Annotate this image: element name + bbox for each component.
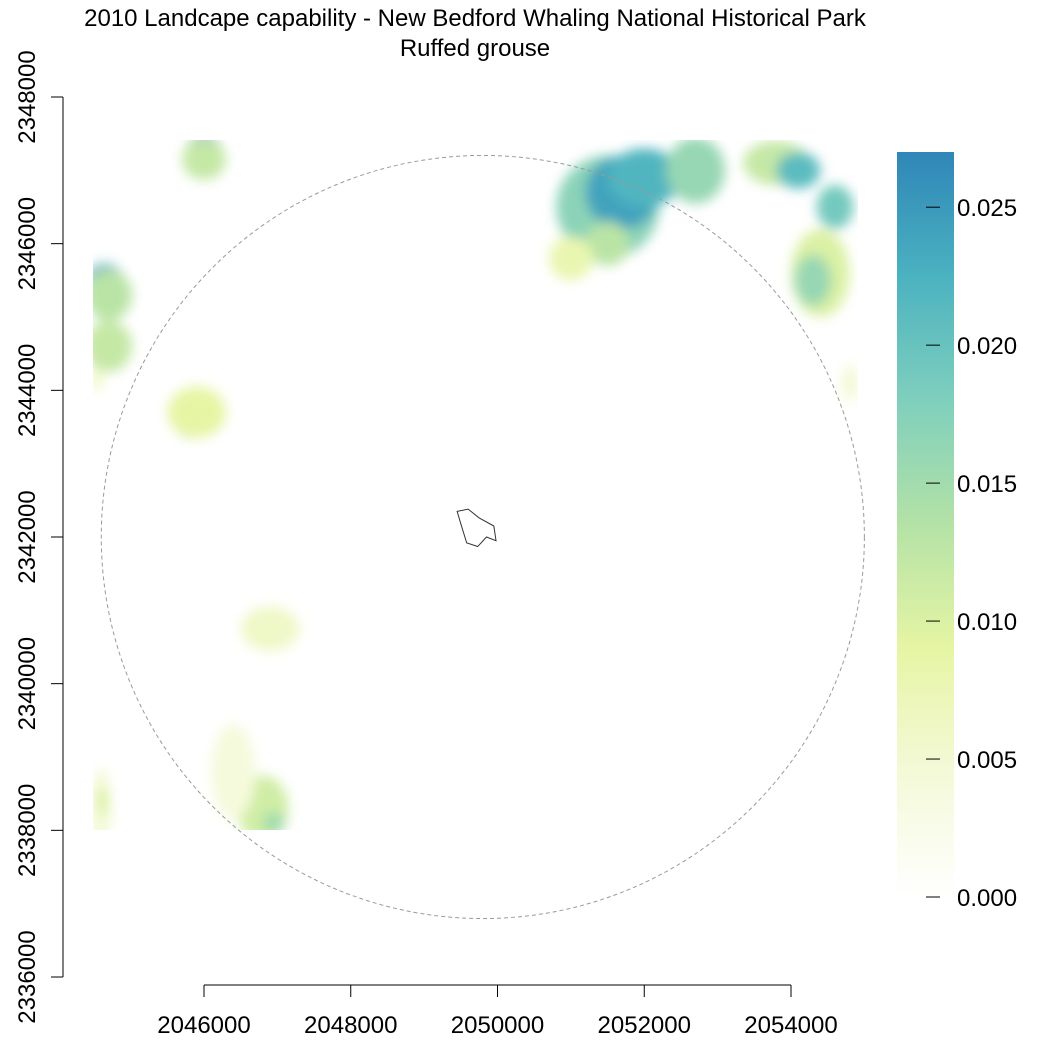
colorbar-ticks: 0.000 0.005 0.010 0.015 0.020 0.025 xyxy=(926,195,1017,912)
colorbar-tick-label: 0.025 xyxy=(957,195,1017,222)
capability-patch xyxy=(548,236,593,281)
colorbar-tick-label: 0.005 xyxy=(957,747,1017,774)
capability-patch xyxy=(211,724,256,820)
chart-title: 2010 Landcape capability - New Bedford W… xyxy=(84,5,867,32)
capability-patch xyxy=(262,812,285,830)
capability-patch xyxy=(93,269,133,321)
x-axis: 2046000 2048000 2050000 2052000 2054000 xyxy=(157,984,838,1039)
y-tick-label: 2342000 xyxy=(14,490,41,583)
capability-patch xyxy=(181,140,227,180)
capability-patch xyxy=(585,221,630,266)
x-tick-label: 2054000 xyxy=(744,1012,837,1039)
colorbar: 0.000 0.005 0.010 0.015 0.020 0.025 xyxy=(897,152,1017,912)
capability-patch xyxy=(93,320,133,372)
capability-patch xyxy=(240,606,300,651)
colorbar-tick-label: 0.000 xyxy=(957,885,1017,912)
colorbar-tick-label: 0.015 xyxy=(957,471,1017,498)
boundary-circle xyxy=(100,154,865,920)
capability-patch xyxy=(842,364,858,402)
capability-patch xyxy=(167,386,227,439)
capability-patch xyxy=(221,877,239,895)
colorbar-tick-label: 0.010 xyxy=(957,609,1017,636)
colorbar-tick-label: 0.020 xyxy=(957,333,1017,360)
chart-subtitle: Ruffed grouse xyxy=(400,35,550,62)
x-tick-label: 2050000 xyxy=(451,1012,544,1039)
capability-patch xyxy=(794,254,832,306)
capability-patch xyxy=(93,368,104,391)
y-tick-label: 2338000 xyxy=(14,784,41,877)
x-tick-label: 2052000 xyxy=(598,1012,691,1039)
capability-patch xyxy=(607,148,681,208)
x-tick-label: 2048000 xyxy=(304,1012,397,1039)
y-tick-label: 2336000 xyxy=(14,930,41,1023)
y-tick-label: 2340000 xyxy=(14,637,41,730)
y-axis: 2336000 2338000 2340000 2342000 2344000 23460… xyxy=(14,50,64,1024)
capability-patch xyxy=(776,152,821,189)
colorbar-gradient xyxy=(897,152,954,897)
capability-patch xyxy=(666,140,725,204)
capability-patch xyxy=(211,863,248,900)
x-tick-label: 2046000 xyxy=(157,1012,250,1039)
capability-patch xyxy=(96,786,109,816)
y-tick-label: 2344000 xyxy=(14,344,41,437)
y-tick-label: 2348000 xyxy=(14,50,41,143)
capability-patch xyxy=(816,185,854,229)
y-tick-label: 2346000 xyxy=(14,197,41,290)
park-outline xyxy=(456,508,497,548)
capability-raster xyxy=(93,140,858,900)
